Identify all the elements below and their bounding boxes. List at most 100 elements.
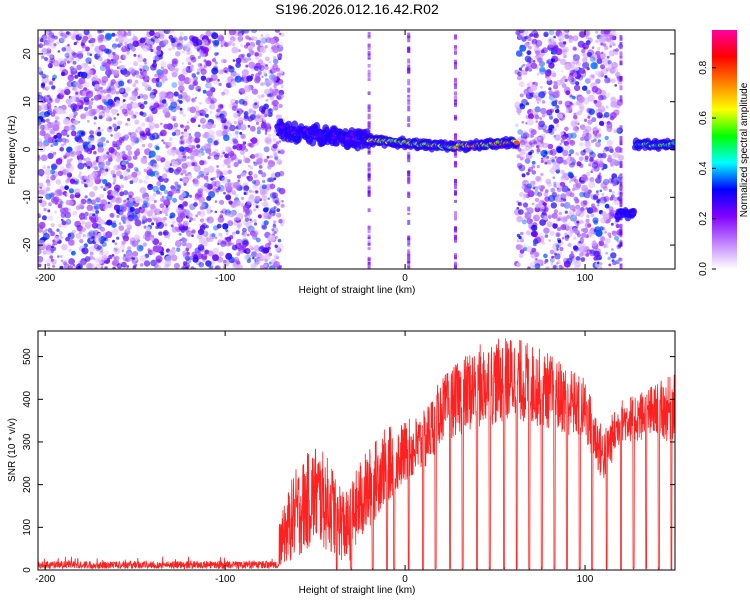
noise-blob	[183, 238, 188, 243]
noise-blob	[216, 115, 219, 118]
noise-blob	[273, 254, 279, 260]
noise-blob	[564, 144, 571, 150]
noise-blob	[258, 169, 263, 175]
noise-blob	[139, 131, 145, 137]
noise-blob	[269, 79, 275, 84]
noise-blob	[232, 59, 236, 62]
noise-blob	[47, 47, 51, 50]
noise-blob	[51, 259, 57, 265]
noise-blob	[127, 78, 133, 84]
noise-blob	[556, 262, 559, 265]
noise-blob	[189, 51, 193, 54]
noise-blob	[79, 171, 82, 175]
noise-blob	[181, 213, 186, 219]
noise-blob	[81, 247, 89, 255]
noise-blob	[549, 167, 556, 174]
noise-blob	[126, 224, 132, 230]
noise-blob	[122, 150, 126, 154]
noise-blob	[578, 156, 584, 162]
noise-blob	[75, 133, 80, 137]
noise-blob	[166, 194, 173, 201]
noise-blob	[614, 33, 617, 37]
noise-blob	[53, 210, 58, 214]
noise-blob	[202, 114, 206, 117]
noise-blob	[559, 131, 565, 136]
noise-blob	[182, 252, 189, 259]
noise-blob	[147, 143, 153, 148]
noise-blob	[573, 73, 577, 77]
noise-blob	[202, 89, 207, 94]
noise-blob	[523, 193, 528, 198]
noise-blob	[192, 178, 199, 185]
noise-blob	[57, 203, 63, 209]
noise-blob	[596, 58, 603, 65]
noise-blob	[215, 129, 223, 137]
noise-blob	[138, 179, 143, 184]
noise-blob	[553, 118, 559, 124]
noise-blob	[255, 257, 262, 264]
noise-blob	[192, 256, 199, 263]
noise-blob	[248, 37, 252, 41]
noise-blob	[43, 207, 47, 212]
noise-blob	[232, 138, 239, 145]
noise-blob	[151, 222, 155, 226]
noise-blob	[158, 231, 163, 236]
noise-blob	[519, 93, 524, 98]
noise-blob	[131, 171, 138, 178]
noise-blob	[564, 126, 569, 132]
noise-blob	[159, 203, 165, 209]
noise-blob	[66, 159, 72, 164]
noise-blob	[163, 210, 167, 213]
noise-blob	[194, 131, 201, 139]
streak-mark	[454, 253, 457, 257]
streak-mark	[454, 45, 457, 48]
noise-blob	[210, 73, 218, 81]
noise-blob	[276, 159, 283, 165]
noise-blob	[159, 197, 164, 202]
noise-blob	[272, 55, 277, 60]
noise-blob	[145, 127, 151, 133]
noise-blob	[154, 123, 160, 129]
noise-blob	[127, 162, 134, 169]
noise-blob	[591, 240, 597, 247]
noise-blob	[249, 218, 252, 222]
noise-blob	[100, 199, 107, 206]
noise-blob	[604, 238, 611, 244]
noise-blob	[123, 170, 129, 176]
noise-blob	[102, 179, 108, 185]
noise-blob	[65, 179, 70, 184]
noise-blob	[175, 188, 181, 194]
noise-blob	[604, 121, 607, 125]
noise-blob	[213, 140, 219, 146]
noise-blob	[131, 72, 136, 77]
streak-mark	[367, 264, 371, 269]
noise-blob	[127, 174, 132, 180]
noise-blob	[211, 58, 217, 63]
noise-blob	[202, 241, 208, 247]
noise-blob	[516, 162, 523, 169]
noise-blob	[200, 239, 204, 243]
noise-blob	[536, 72, 540, 76]
streak-mark	[619, 45, 623, 50]
noise-blob	[256, 126, 262, 131]
noise-blob	[253, 36, 258, 41]
noise-blob	[560, 202, 565, 207]
noise-blob	[243, 155, 246, 158]
noise-blob	[227, 41, 232, 46]
noise-blob	[250, 125, 256, 132]
noise-blob	[527, 188, 531, 192]
noise-blob	[210, 157, 215, 161]
noise-blob	[66, 80, 74, 88]
noise-blob	[45, 31, 49, 35]
streak-mark	[407, 179, 411, 184]
noise-blob	[610, 252, 617, 259]
noise-blob	[585, 171, 591, 177]
noise-blob	[83, 179, 87, 182]
noise-blob	[90, 217, 97, 224]
streak-mark	[367, 103, 371, 110]
noise-blob	[113, 196, 116, 199]
noise-blob	[539, 150, 543, 154]
noise-blob	[590, 177, 595, 182]
noise-blob	[169, 212, 176, 219]
noise-blob	[81, 227, 87, 233]
